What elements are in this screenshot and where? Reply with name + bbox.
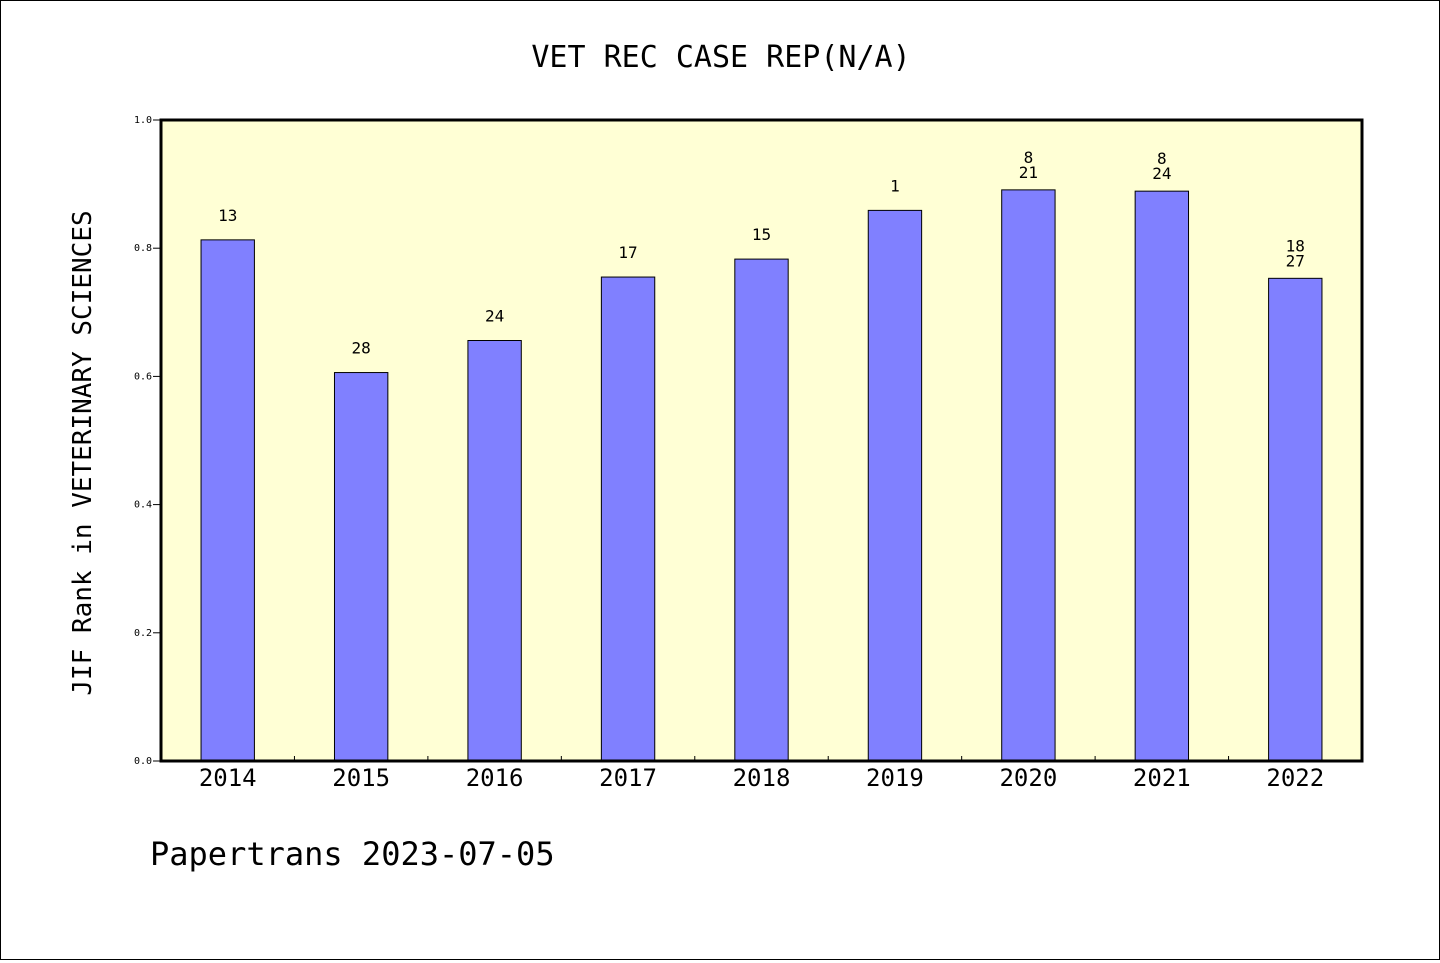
- bar-series: [200, 189, 1323, 762]
- y-axis-title: JIF Rank in VETERINARY SCIENCES: [68, 210, 98, 695]
- plot-border: [159, 118, 1364, 763]
- x-tick-label: 2018: [733, 764, 791, 792]
- bar: [600, 276, 656, 762]
- y-tick-label: 1.0: [134, 115, 152, 126]
- bar: [467, 340, 522, 762]
- bar-data-label: 8: [1157, 149, 1167, 168]
- bar-data-label: 8: [1024, 148, 1034, 167]
- y-tick-label: 0.2: [134, 628, 152, 639]
- y-tick-label: 0.8: [134, 243, 152, 254]
- x-axis: 2014 2015 2016 2017 2018 2019 2020 2021 2022: [199, 756, 1324, 792]
- y-axis: 0.0 0.2 0.4 0.6 0.8 1.0: [134, 115, 161, 767]
- bar: [1001, 189, 1056, 762]
- bar: [1134, 190, 1190, 762]
- chart-title: VET REC CASE REP(N/A): [531, 40, 910, 75]
- bar: [867, 209, 923, 762]
- y-tick-label: 0.6: [134, 371, 152, 382]
- x-tick-label: 2016: [466, 764, 524, 792]
- bar-data-label: 21: [1019, 163, 1038, 182]
- bar: [333, 372, 389, 762]
- bar-data-label: 18: [1286, 236, 1305, 255]
- x-tick-label: 2014: [199, 764, 257, 792]
- bar-data-label: 28: [352, 339, 371, 358]
- bar-data-label: 13: [218, 206, 237, 225]
- x-tick-label: 2022: [1266, 764, 1324, 792]
- x-tick-label: 2015: [332, 764, 390, 792]
- bar-data-label: 24: [1152, 164, 1171, 183]
- bar: [734, 258, 789, 762]
- bar: [200, 239, 255, 762]
- x-tick-label: 2017: [599, 764, 657, 792]
- bar-data-label: 24: [485, 307, 504, 326]
- x-tick-label: 2019: [866, 764, 924, 792]
- bar-data-label: 27: [1286, 251, 1305, 270]
- y-tick-label: 0.0: [134, 756, 152, 767]
- footer-credit: Papertrans 2023-07-05: [150, 835, 555, 873]
- bar: [1268, 277, 1323, 762]
- bar-data-label: 15: [752, 225, 771, 244]
- x-tick-label: 2020: [999, 764, 1057, 792]
- bar-data-label: 17: [618, 243, 637, 262]
- y-tick-label: 0.4: [134, 500, 152, 511]
- bar-data-label: 1: [890, 176, 900, 195]
- x-tick-label: 2021: [1133, 764, 1191, 792]
